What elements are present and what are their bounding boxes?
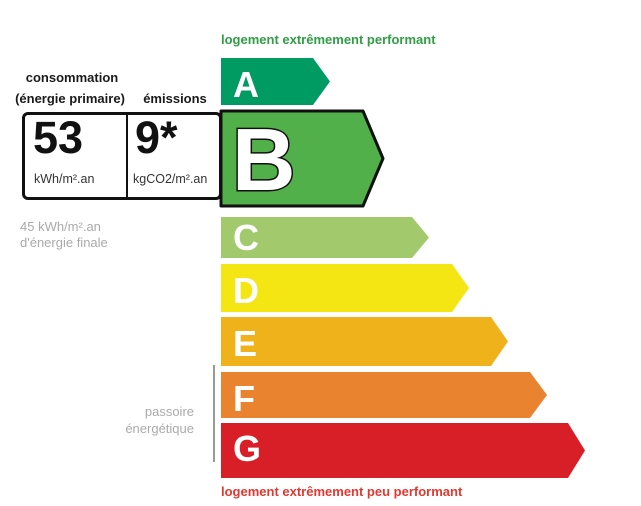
svg-text:C: C xyxy=(233,217,259,258)
svg-text:F: F xyxy=(233,378,255,419)
svg-text:B: B xyxy=(232,110,296,209)
svg-text:E: E xyxy=(233,323,257,364)
svg-text:D: D xyxy=(233,270,259,311)
svg-text:G: G xyxy=(233,428,261,469)
svg-text:A: A xyxy=(233,64,259,105)
